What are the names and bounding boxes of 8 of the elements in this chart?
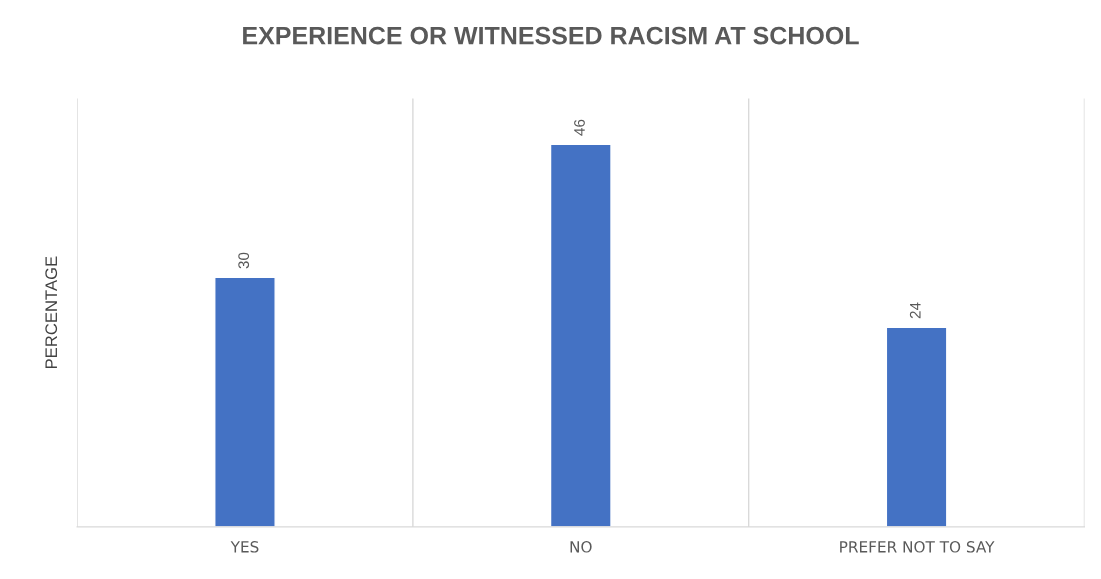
chart-title: EXPERIENCE OR WITNESSED RACISM AT SCHOOL [243, 26, 859, 45]
data-label: 30 [238, 252, 250, 269]
y-axis-title: PERCENTAGE [45, 256, 58, 369]
data-label: 46 [574, 119, 585, 136]
data-label: 24 [909, 302, 921, 319]
x-tick-label: YES [230, 541, 259, 553]
x-tick-label: PREFER NOT TO SAY [840, 541, 995, 553]
x-tick-label: NO [570, 541, 592, 553]
